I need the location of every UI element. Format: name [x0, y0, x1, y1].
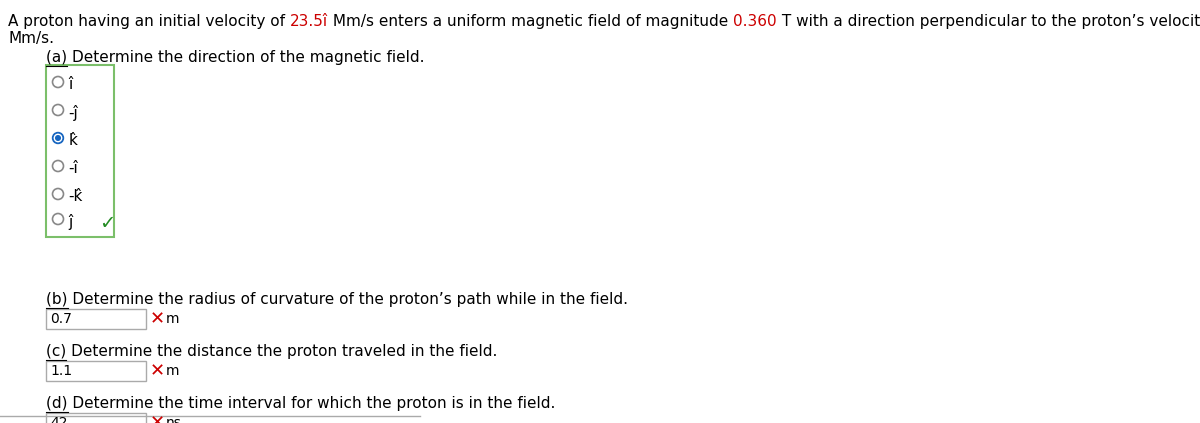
- Circle shape: [53, 132, 64, 143]
- Text: Mm/s enters a uniform magnetic field of magnitude: Mm/s enters a uniform magnetic field of …: [328, 14, 733, 29]
- Text: (c) Determine the distance the proton traveled in the field.: (c) Determine the distance the proton tr…: [46, 344, 497, 359]
- Text: 23.5î: 23.5î: [290, 14, 328, 29]
- Text: 1.1: 1.1: [50, 364, 72, 378]
- Text: (b) Determine the radius of curvature of the proton’s path while in the field.: (b) Determine the radius of curvature of…: [46, 292, 628, 307]
- Text: î: î: [68, 77, 73, 92]
- Text: ✓: ✓: [98, 214, 115, 233]
- Text: (b): (b): [46, 292, 67, 307]
- Text: 0.360: 0.360: [733, 14, 776, 29]
- Text: (a): (a): [46, 50, 67, 65]
- FancyBboxPatch shape: [46, 309, 146, 329]
- Text: -ĵ: -ĵ: [68, 105, 78, 121]
- Text: -î: -î: [68, 161, 78, 176]
- Text: (d): (d): [46, 396, 67, 411]
- Text: 42: 42: [50, 416, 67, 423]
- Text: 0.7: 0.7: [50, 312, 72, 326]
- Text: ĵ: ĵ: [68, 214, 73, 230]
- Text: ✕: ✕: [150, 362, 166, 380]
- Text: T with a direction perpendicular to the proton’s velocity. It leaves the field-f: T with a direction perpendicular to the …: [776, 14, 1200, 29]
- Text: m: m: [166, 312, 180, 326]
- Text: A proton having an initial velocity of: A proton having an initial velocity of: [8, 14, 290, 29]
- Text: ✕: ✕: [150, 414, 166, 423]
- FancyBboxPatch shape: [46, 413, 146, 423]
- Text: k̂: k̂: [68, 133, 77, 148]
- Text: ✕: ✕: [150, 310, 166, 328]
- Text: ns: ns: [166, 416, 182, 423]
- Text: m: m: [166, 364, 180, 378]
- Text: (a) Determine the direction of the magnetic field.: (a) Determine the direction of the magne…: [46, 50, 425, 65]
- Circle shape: [55, 136, 60, 140]
- Text: Mm/s.: Mm/s.: [8, 31, 54, 46]
- FancyBboxPatch shape: [46, 361, 146, 381]
- Text: (c): (c): [46, 344, 66, 359]
- Circle shape: [54, 134, 61, 142]
- Text: (d) Determine the time interval for which the proton is in the field.: (d) Determine the time interval for whic…: [46, 396, 556, 411]
- Text: -k̂: -k̂: [68, 189, 83, 204]
